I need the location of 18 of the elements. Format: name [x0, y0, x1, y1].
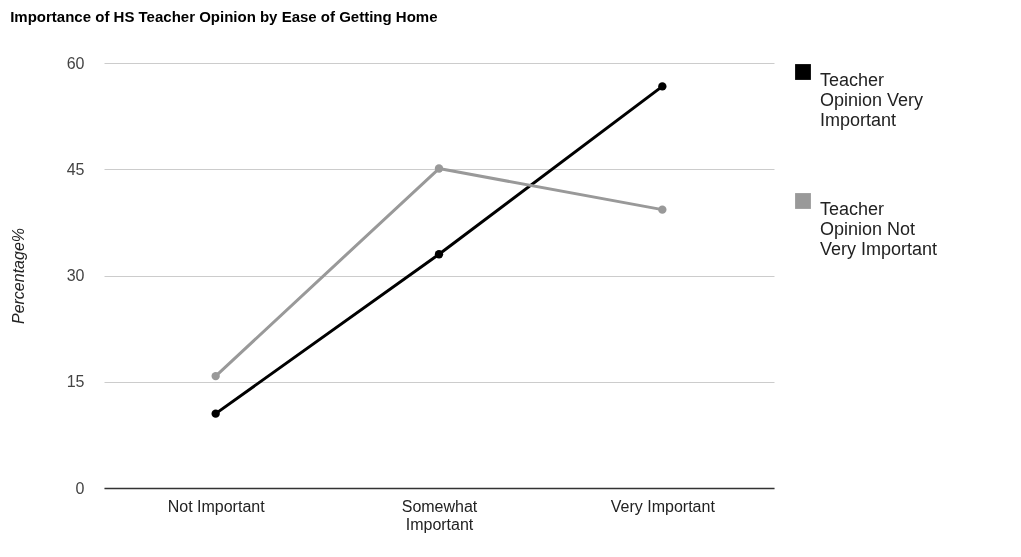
- legend-label: Teacher Opinion Not Very Important: [820, 199, 938, 259]
- x-tick-label: Somewhat Important: [401, 497, 478, 533]
- point: [211, 409, 220, 418]
- y-tick-label: 45: [66, 160, 85, 178]
- y-tick-label: 15: [66, 373, 85, 391]
- point: [658, 82, 667, 91]
- chart-title: Importance of HS Teacher Opinion by Ease of Getting Home: [10, 8, 438, 25]
- point: [211, 371, 220, 381]
- y-tick-label: 60: [66, 54, 85, 72]
- legend-label: Teacher Opinion Very Important: [820, 70, 924, 130]
- y-axis-title: Percentage%: [9, 227, 27, 325]
- x-tick-label: Very Important: [610, 497, 716, 515]
- point: [434, 250, 444, 259]
- point: [658, 205, 667, 214]
- y-tick-label: 30: [66, 267, 85, 284]
- y-tick-label: 0: [75, 479, 85, 497]
- point: [434, 164, 444, 173]
- x-tick-label: Not Important: [167, 497, 266, 515]
